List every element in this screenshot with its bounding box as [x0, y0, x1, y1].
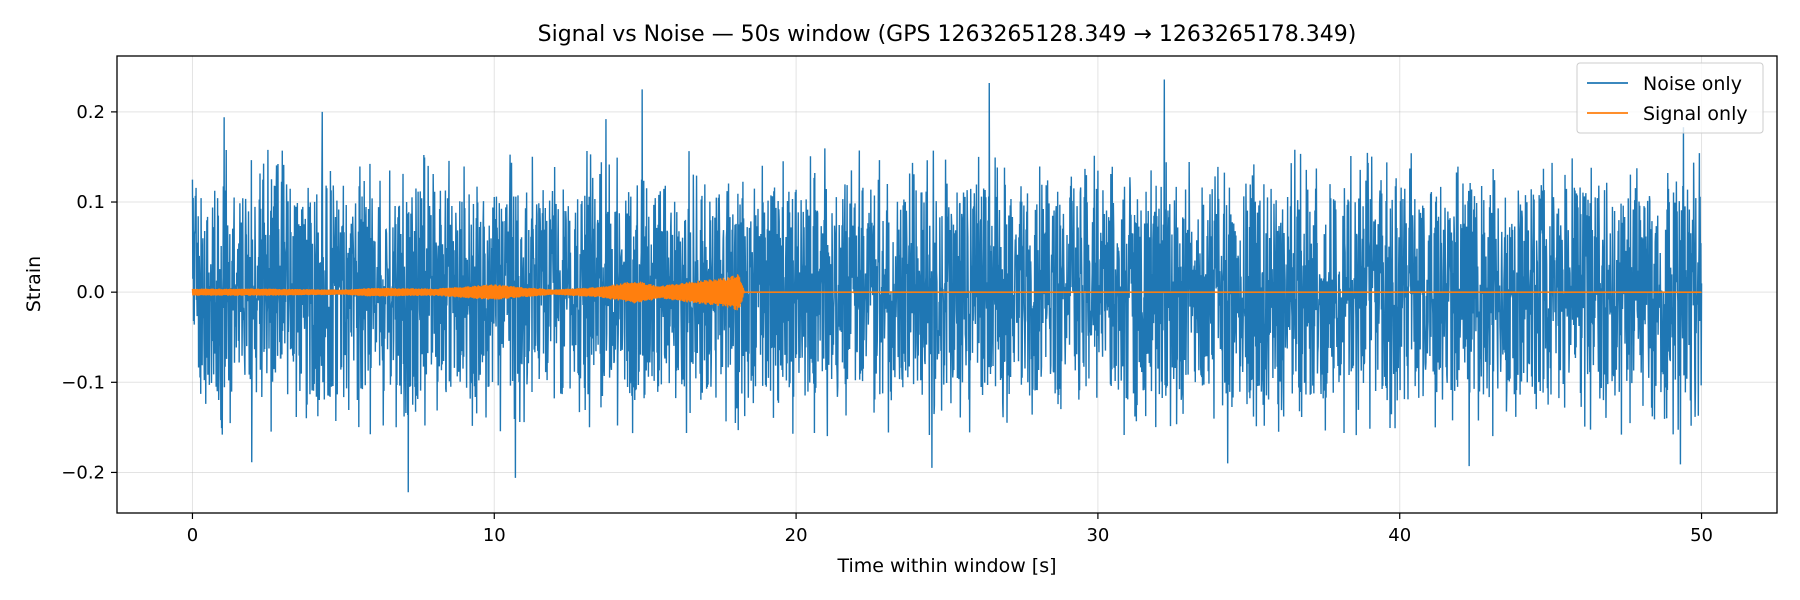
y-tick-label: 0.2 — [76, 102, 105, 123]
y-tick-label: 0.1 — [76, 192, 105, 213]
axis-ticks: 0 10 20 30 40 50 −0.2 −0.1 0.0 0.1 0.2 — [61, 102, 1713, 546]
chart-title: Signal vs Noise — 50s window (GPS 126326… — [538, 22, 1357, 47]
x-axis-title: Time within window [s] — [836, 555, 1056, 577]
x-tick-label: 30 — [1086, 525, 1109, 546]
x-tick-label: 10 — [483, 525, 506, 546]
x-tick-label: 40 — [1388, 525, 1411, 546]
y-tick-label: −0.1 — [61, 372, 105, 393]
y-tick-label: 0.0 — [76, 282, 105, 303]
noise-line — [191, 79, 1703, 493]
y-axis-title: Strain — [23, 256, 45, 312]
legend-noise-label: Noise only — [1643, 73, 1742, 95]
legend-signal-label: Signal only — [1643, 103, 1748, 125]
signal-line — [191, 274, 1702, 311]
plot-area-frame — [116, 55, 1778, 514]
legend-box — [1576, 62, 1764, 134]
x-tick-label: 20 — [785, 525, 808, 546]
x-tick-label: 50 — [1690, 525, 1713, 546]
x-tick-label: 0 — [187, 525, 198, 546]
y-tick-label: −0.2 — [61, 462, 105, 483]
noise-series — [191, 79, 1703, 493]
legend: Noise only Signal only — [1576, 62, 1764, 134]
signal-series — [191, 274, 1702, 311]
